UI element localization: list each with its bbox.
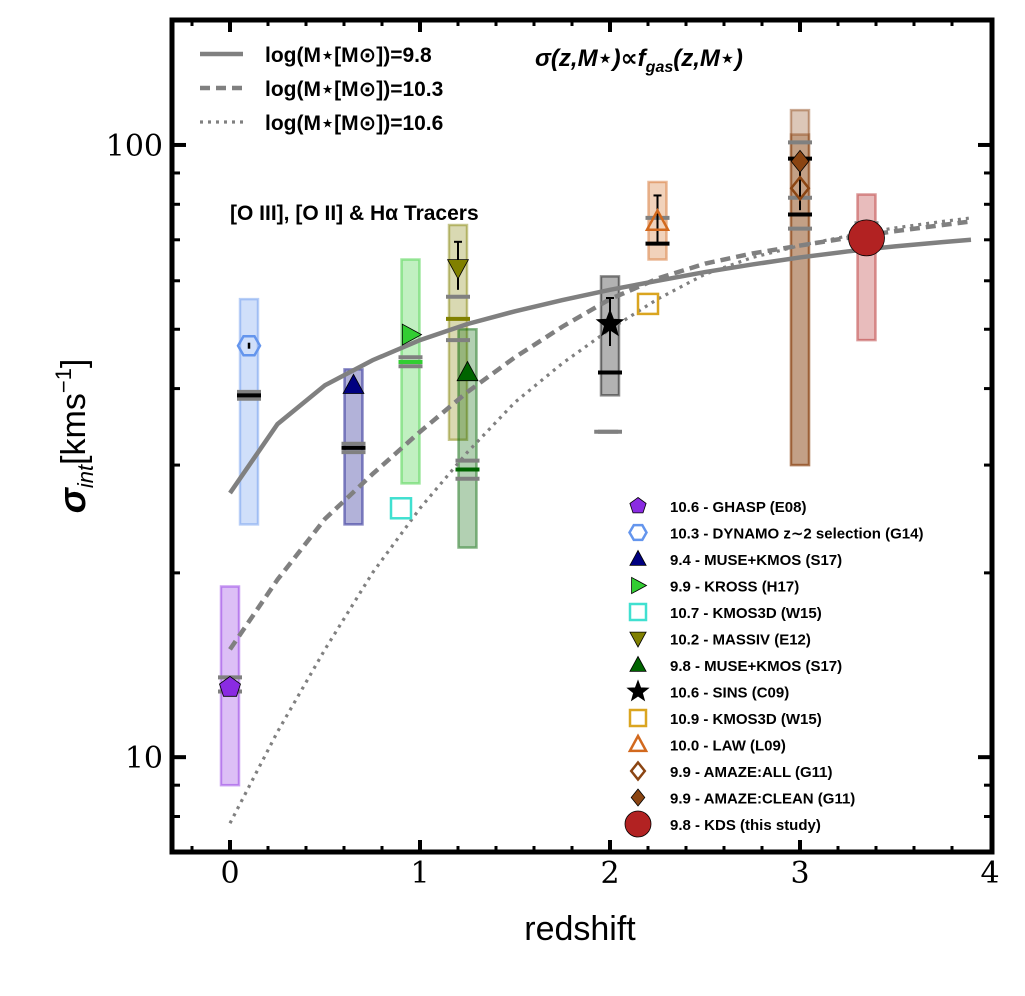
- legend-label: 9.9 - KROSS (H17): [670, 579, 799, 596]
- legend-label: 10.3 - DYNAMO z∼2 selection (G14): [670, 526, 923, 543]
- legend-label: 9.8 - MUSE+KMOS (S17): [670, 658, 842, 675]
- x-tick-label: 4: [980, 856, 999, 891]
- tracer-note: [O III], [O II] & Hα Tracers: [230, 202, 479, 225]
- legend-marker: [628, 708, 648, 728]
- model-curve-dotted: [228, 216, 972, 824]
- legend-label: 9.4 - MUSE+KMOS (S17): [670, 552, 842, 569]
- uncertainty-box: [789, 133, 811, 467]
- legend-label: 10.2 - MASSIV (E12): [670, 632, 811, 649]
- curve-legend-label: log(M⋆[M⊙])=10.6: [265, 112, 443, 135]
- legend-label: 9.9 - AMAZE:CLEAN (G11): [670, 791, 855, 808]
- data-point: [446, 259, 470, 280]
- chart-title: σ(z,M⋆)∝fgas(z,M⋆): [535, 45, 743, 76]
- model-curve-dashed: [228, 219, 972, 651]
- data-point: [236, 334, 262, 357]
- legend-marker: [628, 602, 648, 622]
- legend-label: 10.6 - GHASP (E08): [670, 499, 806, 516]
- legend-marker: [626, 679, 650, 702]
- legend-label: 10.7 - KMOS3D (W15): [670, 605, 822, 622]
- legend-marker: [629, 760, 647, 782]
- legend-marker: [627, 733, 649, 753]
- data-point: [389, 497, 413, 520]
- curve-legend-label: log(M⋆[M⊙])=10.3: [265, 78, 443, 101]
- uncertainty-box: [856, 193, 877, 342]
- legend-label: 10.0 - LAW (L09): [670, 738, 786, 755]
- legend-marker: [629, 549, 647, 566]
- y-axis-label: σint[kms−1]: [51, 359, 98, 514]
- legend-marker: [631, 576, 648, 595]
- x-tick-label: 2: [600, 856, 619, 891]
- data-point: [644, 207, 671, 231]
- uncertainty-box: [457, 328, 478, 549]
- curve-legend: log(M⋆[M⊙])=9.8 log(M⋆[M⊙])=10.3 log(M⋆[M⊙…: [200, 44, 443, 135]
- series-legend: 10.6 - GHASP (E08) 10.3 - DYNAMO z∼2 sele…: [624, 497, 923, 838]
- legend-marker: [630, 788, 646, 807]
- data-point: [595, 308, 625, 337]
- legend-marker: [629, 497, 647, 514]
- data-point: [789, 175, 811, 202]
- data-point: [636, 292, 660, 316]
- legend-label: 10.6 - SINS (C09): [670, 685, 789, 702]
- x-tick-label: 1: [410, 856, 429, 891]
- x-tick-label: 0: [220, 856, 239, 891]
- uncertainty-box: [400, 258, 421, 485]
- legend-marker: [629, 631, 647, 648]
- data-point: [342, 373, 365, 394]
- y-tick-label: 10: [125, 741, 163, 776]
- data-point: [219, 675, 241, 697]
- curve-legend-label: log(M⋆[M⊙])=9.8: [265, 44, 432, 67]
- data-point: [848, 219, 885, 257]
- x-axis-label: redshift: [524, 910, 636, 948]
- legend-label: 10.9 - KMOS3D (W15): [670, 711, 822, 728]
- data-point: [456, 360, 479, 382]
- y-tick-label: 100: [106, 129, 163, 164]
- legend-marker: [624, 810, 652, 838]
- legend-marker: [628, 523, 648, 542]
- data-point: [401, 323, 423, 346]
- x-tick-label: 3: [790, 856, 809, 891]
- data-point: [790, 149, 810, 174]
- plot-frame: [169, 17, 995, 855]
- legend-label: 9.9 - AMAZE:ALL (G11): [670, 764, 833, 781]
- legend-label: 9.8 - KDS (this study): [670, 817, 821, 834]
- data-points: [219, 149, 885, 697]
- legend-marker: [629, 655, 647, 672]
- uncertainty-box: [238, 297, 260, 526]
